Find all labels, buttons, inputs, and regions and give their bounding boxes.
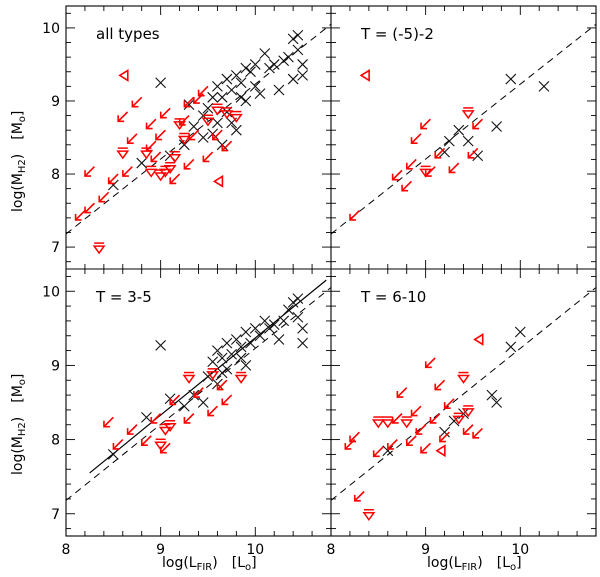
y-tick-label: 9 [51, 358, 60, 374]
panel-label: all types [96, 25, 160, 43]
y-tick-label: 9 [51, 94, 60, 110]
x-tick-label: 8 [327, 542, 336, 558]
y-tick-label: 8 [51, 433, 60, 449]
y-tick-label: 7 [51, 240, 60, 256]
x-tick-label: 8 [62, 542, 71, 558]
panel-label: T = (-5)-2 [360, 25, 434, 43]
y-tick-label: 7 [51, 507, 60, 523]
panel-label: T = 6-10 [360, 288, 426, 306]
panel-label: T = 3-5 [95, 288, 152, 306]
y-tick-label: 10 [42, 284, 60, 300]
y-tick-label: 8 [51, 167, 60, 183]
y-tick-label: 10 [42, 21, 60, 37]
figure-canvas: 78910 all types T = (-5)-2789108 9 10T = 3-5… [0, 0, 600, 577]
figure-background [0, 0, 600, 577]
